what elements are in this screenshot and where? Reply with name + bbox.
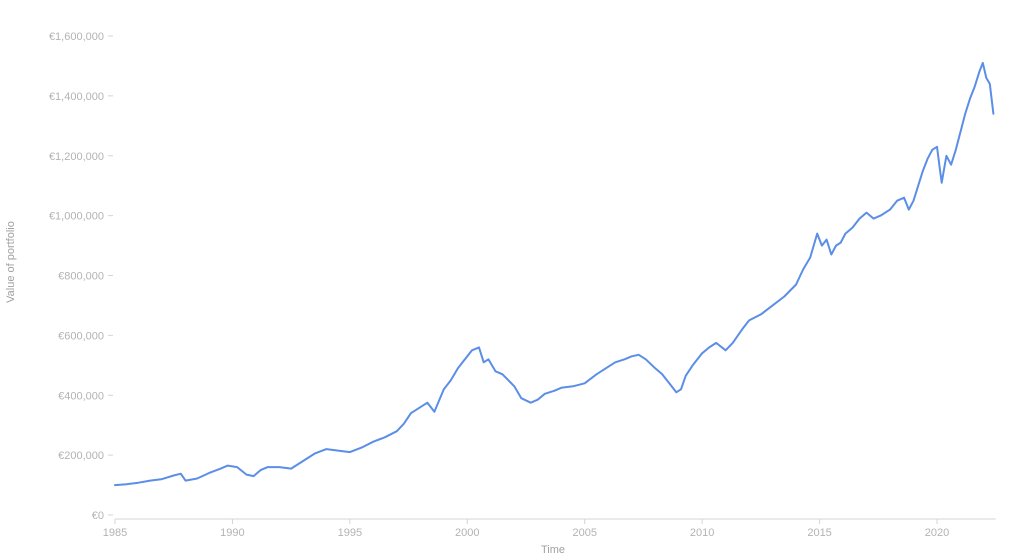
x-tick-label: 1990 — [220, 527, 244, 539]
x-tick-label: 2020 — [925, 527, 949, 539]
x-tick-label: 1995 — [338, 527, 362, 539]
y-tick-label: €1,600,000 — [49, 31, 104, 43]
y-tick-label: €400,000 — [58, 390, 104, 402]
y-tick-label: €800,000 — [58, 271, 104, 283]
x-tick-label: 2000 — [455, 527, 479, 539]
y-tick-label: €0 — [92, 510, 104, 522]
x-tick-label: 2010 — [690, 527, 714, 539]
y-tick-label: €1,000,000 — [49, 211, 104, 223]
x-tick-label: 2015 — [807, 527, 831, 539]
y-axis: €0 €200,000 €400,000 €600,000 €800,000 €1,000… — [49, 31, 113, 522]
y-tick-label: €200,000 — [58, 450, 104, 462]
x-tick-label: 2005 — [572, 527, 596, 539]
x-axis-title: Time — [541, 544, 565, 556]
y-tick-label: €1,200,000 — [49, 151, 104, 163]
y-tick-label: €600,000 — [58, 330, 104, 342]
x-tick-label: 1985 — [103, 527, 127, 539]
portfolio-value-line — [114, 61, 995, 487]
y-axis-title: Value of portfolio — [5, 221, 17, 303]
x-axis: 1985 1990 1995 2000 2005 2010 2015 2020 — [103, 518, 996, 539]
y-tick-label: €1,400,000 — [49, 91, 104, 103]
